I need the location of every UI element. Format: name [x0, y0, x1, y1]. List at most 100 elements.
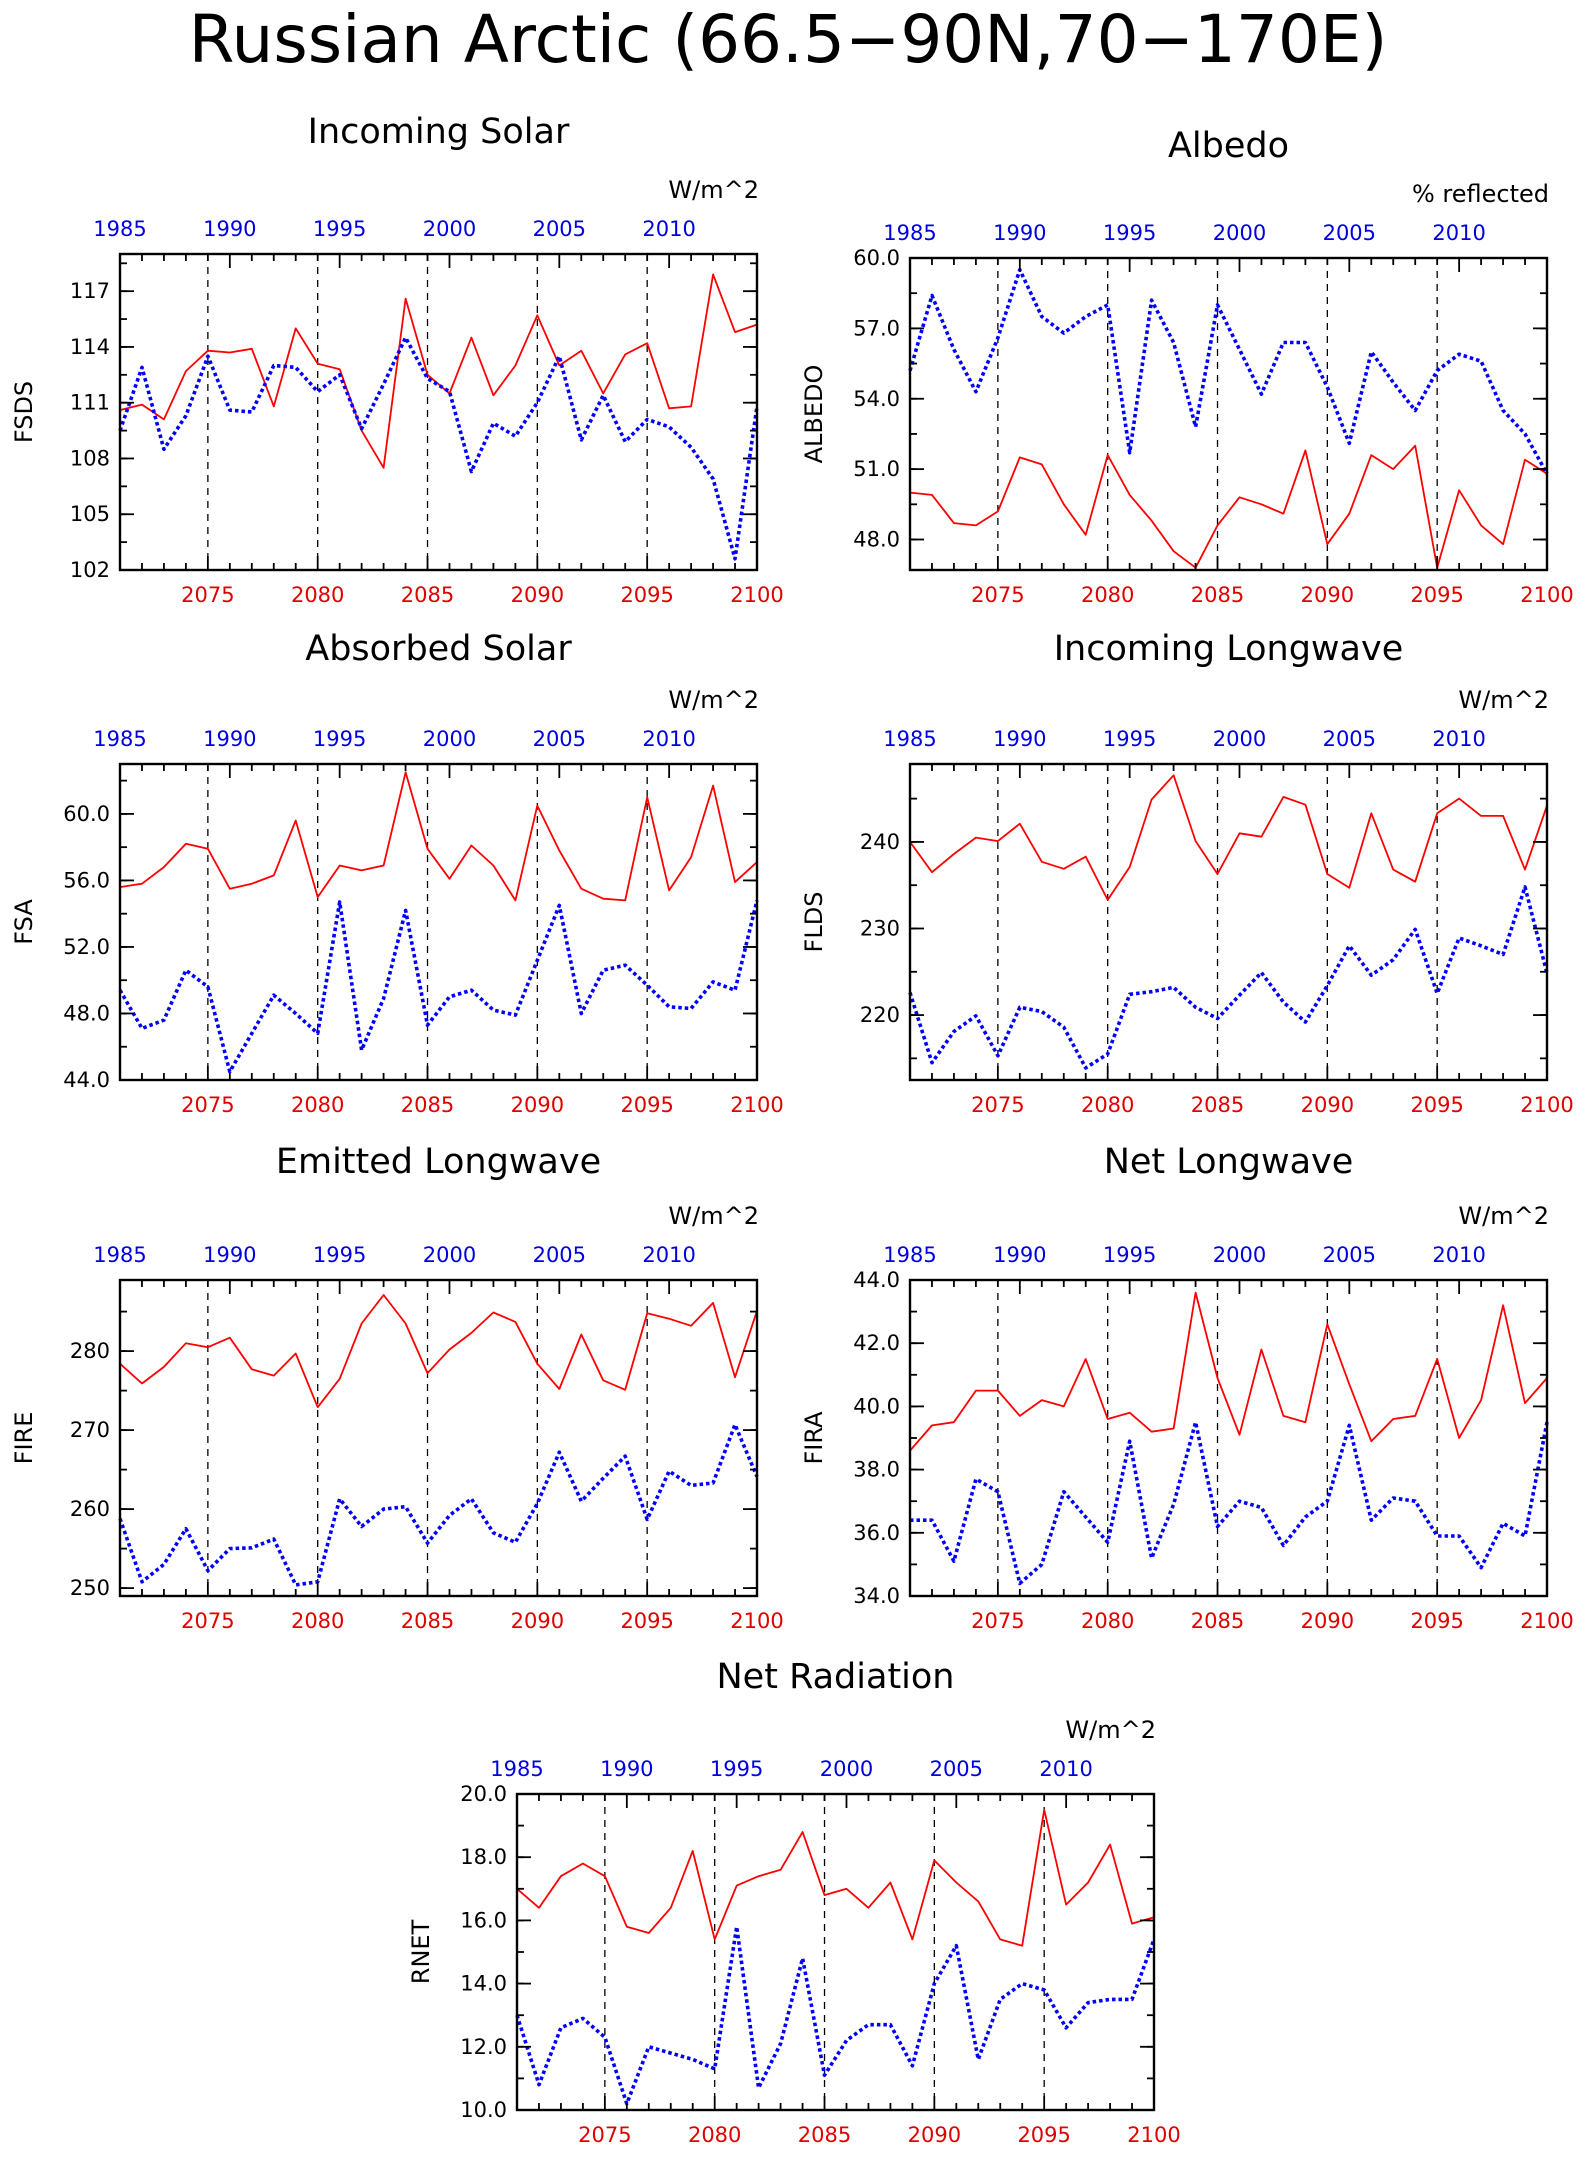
- x-tick-label: 2090: [511, 1093, 564, 1117]
- y-axis-label: FIRE: [10, 1412, 38, 1465]
- y-tick-label: 40.0: [853, 1394, 900, 1418]
- series-solid-line: [909, 444, 1548, 569]
- x-tick-label: 2085: [401, 583, 454, 607]
- x-top-tick-label: 2000: [820, 1757, 873, 1781]
- y-tick-label: 54.0: [853, 387, 900, 411]
- y-tick-label: 230: [860, 916, 900, 940]
- x-tick-label: 2100: [730, 1609, 783, 1633]
- panel-title: Incoming Longwave: [1054, 629, 1404, 669]
- y-tick-label: 14.0: [460, 1972, 507, 1996]
- x-tick-label: 2090: [511, 583, 564, 607]
- x-tick-label: 2100: [1520, 583, 1573, 607]
- y-axis-label: FSDS: [10, 381, 38, 443]
- y-axis-label: FIRA: [800, 1411, 828, 1465]
- y-tick-label: 38.0: [853, 1458, 900, 1482]
- series-solid-line: [119, 273, 758, 469]
- x-top-tick-label: 1985: [93, 1243, 146, 1267]
- y-tick-label: 16.0: [460, 1908, 507, 1932]
- x-top-tick-label: 1990: [993, 727, 1046, 751]
- x-tick-label: 2080: [1081, 583, 1134, 607]
- y-tick-label: 42.0: [853, 1331, 900, 1355]
- x-top-tick-label: 1995: [1103, 1243, 1156, 1267]
- x-tick-label: 2075: [971, 1093, 1024, 1117]
- plot-frame: [118, 1278, 759, 1598]
- x-top-tick-label: 2005: [930, 1757, 983, 1781]
- y-tick-label: 270: [70, 1418, 110, 1442]
- x-top-tick-label: 1990: [600, 1757, 653, 1781]
- x-tick-label: 2075: [971, 1609, 1024, 1633]
- y-axis-label: FLDS: [800, 892, 828, 953]
- y-tick-label: 44.0: [853, 1268, 900, 1292]
- y-tick-label: 51.0: [853, 457, 900, 481]
- x-tick-label: 2075: [971, 583, 1024, 607]
- units-label: W/m^2: [668, 1202, 759, 1230]
- y-tick-label: 102: [70, 558, 110, 582]
- panel-fsa: Absorbed Solar W/m^2 2075 2080 2085 2090 2095 2…: [10, 629, 784, 1117]
- y-tick-label: 18.0: [460, 1845, 507, 1869]
- x-top-tick-label: 2000: [1213, 1243, 1266, 1267]
- x-top-tick-label: 1985: [93, 727, 146, 751]
- x-tick-label: 2095: [620, 1609, 673, 1633]
- x-top-tick-label: 2005: [1323, 1243, 1376, 1267]
- x-top-tick-label: 2005: [533, 1243, 586, 1267]
- units-label: W/m^2: [1458, 686, 1549, 714]
- x-tick-label: 2075: [181, 1093, 234, 1117]
- x-tick-label: 2080: [291, 1609, 344, 1633]
- y-tick-label: 114: [70, 335, 110, 359]
- plot-frame: [515, 1792, 1156, 2112]
- x-tick-label: 2095: [620, 583, 673, 607]
- x-top-tick-label: 1995: [313, 1243, 366, 1267]
- panel-rnet: Net Radiation W/m^2 2075 2080 2085 2090 2095 21…: [407, 1657, 1181, 2147]
- series-solid-line: [119, 1294, 758, 1409]
- panel-title: Net Longwave: [1104, 1142, 1354, 1182]
- x-tick-label: 2095: [1410, 1093, 1463, 1117]
- y-tick-label: 220: [860, 1003, 900, 1027]
- x-tick-label: 2080: [1081, 1609, 1134, 1633]
- series-dotted-line: [515, 1924, 1156, 2106]
- x-top-tick-label: 2000: [1213, 727, 1266, 751]
- x-top-tick-label: 2010: [642, 217, 695, 241]
- x-top-tick-label: 1985: [883, 221, 936, 245]
- x-tick-label: 2080: [688, 2123, 741, 2147]
- panel-flds: Incoming Longwave W/m^2 2075 2080 2085 2090 20…: [800, 629, 1574, 1117]
- series-dotted-line: [908, 267, 1549, 475]
- x-top-tick-label: 1995: [1103, 727, 1156, 751]
- plot-frame: [908, 256, 1549, 572]
- y-tick-label: 36.0: [853, 1521, 900, 1545]
- x-tick-label: 2075: [181, 1609, 234, 1633]
- series-dotted-line: [908, 885, 1549, 1070]
- y-tick-label: 52.0: [63, 935, 110, 959]
- series-solid-line: [516, 1808, 1155, 1947]
- plot-frame: [118, 252, 759, 572]
- x-tick-label: 2095: [620, 1093, 673, 1117]
- y-tick-label: 105: [70, 502, 110, 526]
- panel-title: Absorbed Solar: [305, 629, 572, 669]
- y-tick-label: 60.0: [853, 246, 900, 270]
- x-tick-label: 2085: [401, 1093, 454, 1117]
- y-tick-label: 108: [70, 446, 110, 470]
- x-tick-label: 2100: [1127, 2123, 1180, 2147]
- y-tick-label: 57.0: [853, 316, 900, 340]
- x-tick-label: 2095: [1410, 1609, 1463, 1633]
- x-top-tick-label: 1995: [313, 217, 366, 241]
- y-tick-label: 10.0: [460, 2098, 507, 2122]
- x-top-tick-label: 1990: [203, 727, 256, 751]
- x-top-tick-label: 2010: [1039, 1757, 1092, 1781]
- y-tick-label: 117: [70, 279, 110, 303]
- x-top-tick-label: 1985: [93, 217, 146, 241]
- units-label: W/m^2: [1065, 1716, 1156, 1744]
- series-solid-line: [909, 774, 1548, 901]
- x-top-tick-label: 2010: [1432, 221, 1485, 245]
- x-tick-label: 2085: [401, 1609, 454, 1633]
- units-label: % reflected: [1412, 180, 1549, 208]
- x-top-tick-label: 1995: [1103, 221, 1156, 245]
- panel-albedo: Albedo % reflected 2075 2080 2085 2090 2095 210…: [800, 126, 1574, 607]
- x-top-tick-label: 2005: [533, 217, 586, 241]
- y-tick-label: 250: [70, 1576, 110, 1600]
- panels: Incoming Solar W/m^2 2075 2080 2085 2090 2095 2…: [10, 112, 1574, 2147]
- y-tick-label: 44.0: [63, 1068, 110, 1092]
- x-tick-label: 2090: [908, 2123, 961, 2147]
- x-top-tick-label: 2000: [423, 217, 476, 241]
- x-top-tick-label: 1990: [993, 221, 1046, 245]
